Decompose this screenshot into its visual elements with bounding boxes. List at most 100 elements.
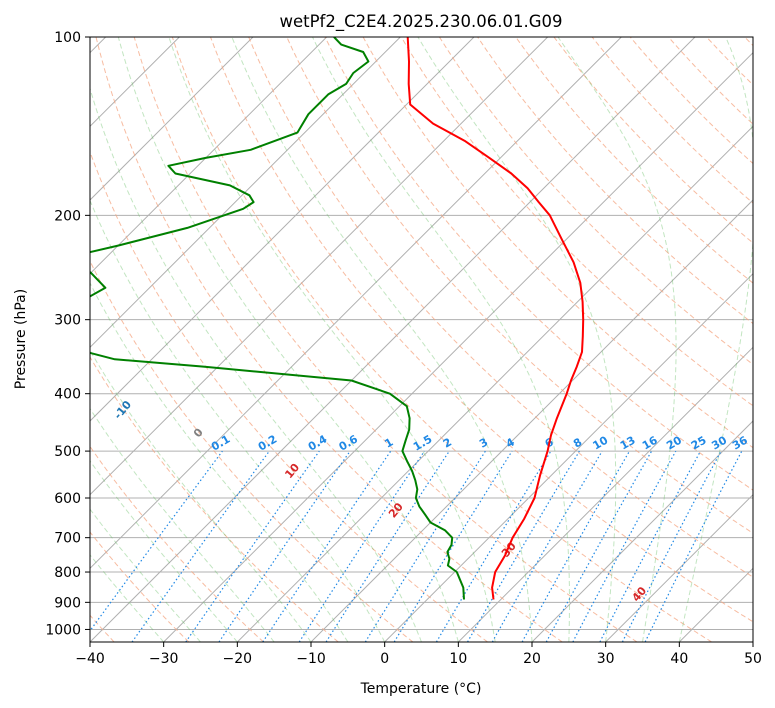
background-lines bbox=[90, 37, 753, 642]
dry-adiabat bbox=[438, 37, 753, 366]
moist-adiabat bbox=[417, 37, 617, 642]
moist-adiabat bbox=[231, 37, 533, 642]
mixing-ratio-line bbox=[466, 450, 580, 642]
y-tick-label: 900 bbox=[54, 595, 81, 611]
dry-adiabat bbox=[90, 356, 339, 642]
dry-adiabat bbox=[95, 37, 563, 642]
dry-adiabat bbox=[90, 259, 414, 642]
mixing-ratio-line bbox=[131, 450, 270, 642]
isotherm-gridline bbox=[678, 567, 753, 642]
chart-title: wetPf2_C2E4.2025.230.06.01.G09 bbox=[279, 12, 562, 32]
x-tick-label: 10 bbox=[449, 651, 467, 667]
mixing-ratio-label: 10 bbox=[591, 433, 611, 452]
x-tick-label: 50 bbox=[744, 651, 762, 667]
profile-line bbox=[406, 37, 585, 600]
moist-adiabat bbox=[90, 86, 422, 642]
dry-adiabat bbox=[362, 37, 753, 449]
dry-adiabat-label: 20 bbox=[386, 500, 406, 520]
dry-adiabat bbox=[171, 37, 712, 642]
mixing-ratio-line bbox=[218, 450, 351, 642]
moist-adiabat bbox=[90, 460, 238, 642]
y-tick-label: 600 bbox=[54, 491, 81, 507]
mixing-ratio-line bbox=[435, 450, 552, 642]
moist-adiabat bbox=[90, 349, 312, 642]
mixing-ratio-line bbox=[621, 450, 722, 642]
dry-adiabat bbox=[400, 37, 753, 407]
dry-adiabat-label: 30 bbox=[499, 539, 519, 559]
dry-adiabat bbox=[553, 37, 753, 244]
dry-adiabat bbox=[90, 150, 488, 642]
dry-adiabat bbox=[668, 37, 753, 125]
isotherm-gridline bbox=[163, 51, 753, 642]
mixing-ratio-label: 16 bbox=[640, 433, 660, 452]
mixing-ratio-label: 30 bbox=[709, 433, 729, 452]
mixing-ratio-line bbox=[393, 450, 513, 642]
x-tick-label: 0 bbox=[380, 651, 389, 667]
profile-line bbox=[90, 37, 465, 600]
x-tick-label: 30 bbox=[597, 651, 615, 667]
mixing-ratio-label: 1 bbox=[382, 436, 395, 451]
dry-adiabat-label: -10 bbox=[111, 398, 134, 422]
x-tick-label: −10 bbox=[296, 651, 326, 667]
dry-adiabat bbox=[248, 37, 753, 578]
y-tick-label: 800 bbox=[54, 565, 81, 581]
mixing-ratio-line bbox=[325, 450, 450, 642]
mixing-ratio-line bbox=[185, 450, 320, 642]
isotherm-gridline bbox=[90, 37, 254, 201]
isotherm-gridline bbox=[90, 37, 622, 570]
y-tick-label: 100 bbox=[54, 30, 81, 46]
mixing-ratio-line bbox=[90, 450, 223, 632]
isotherm-gridline bbox=[90, 37, 475, 422]
isotherm-gridline bbox=[236, 125, 753, 642]
isotherm-gridline bbox=[90, 37, 328, 275]
moist-adiabat bbox=[90, 508, 201, 642]
mixing-ratio-line bbox=[644, 450, 743, 642]
isotherm-gridline bbox=[531, 420, 753, 642]
x-tick-label: −30 bbox=[149, 651, 179, 667]
plot-frame bbox=[89, 36, 754, 643]
mixing-ratio-label: 0.2 bbox=[256, 433, 279, 454]
mixing-ratio-line bbox=[298, 450, 425, 642]
dry-adiabat bbox=[324, 37, 753, 491]
x-axis-title: Temperature (°C) bbox=[360, 681, 482, 697]
isotherm-gridline bbox=[90, 37, 696, 642]
axes: −40 −30 −20 −10 0 10 20 30 40 50 100 200 300 400 500 60… bbox=[45, 30, 762, 667]
y-tick-label: 300 bbox=[54, 313, 81, 329]
dry-adiabat bbox=[477, 37, 753, 325]
moist-adiabat bbox=[90, 199, 386, 642]
y-tick-label: 200 bbox=[54, 208, 81, 224]
mixing-ratio-label: 20 bbox=[664, 433, 684, 452]
mixing-ratio-label: 0.4 bbox=[306, 432, 330, 453]
dry-adiabat bbox=[133, 37, 638, 642]
moist-adiabat bbox=[90, 281, 349, 642]
x-tick-label: 20 bbox=[523, 651, 541, 667]
x-tick-label: −20 bbox=[223, 651, 253, 667]
dry-adiabat bbox=[515, 37, 753, 284]
moist-adiabat bbox=[90, 407, 275, 642]
isotherm-gridline bbox=[90, 37, 549, 496]
moist-adiabat bbox=[678, 37, 753, 642]
mixing-ratio-label: 36 bbox=[730, 433, 750, 452]
moist-adiabat bbox=[168, 37, 496, 642]
mixing-ratio-label: 13 bbox=[618, 434, 638, 453]
mixing-ratio-line bbox=[262, 450, 392, 642]
mixing-ratio-label: 25 bbox=[689, 434, 709, 453]
isotherm-gridline bbox=[752, 641, 753, 642]
mixing-ratio-label: 0.1 bbox=[209, 433, 232, 454]
x-tick-label: 40 bbox=[670, 651, 688, 667]
moist-adiabat bbox=[117, 37, 459, 642]
y-tick-label: 500 bbox=[54, 444, 81, 460]
y-tick-label: 1000 bbox=[45, 622, 81, 638]
mixing-ratio-line bbox=[572, 450, 677, 642]
y-tick-label: 700 bbox=[54, 531, 81, 547]
mixing-ratio-label: 1.5 bbox=[411, 433, 434, 454]
mixing-ratio-line bbox=[599, 450, 702, 642]
mixing-ratio-label: 3 bbox=[477, 436, 490, 451]
dry-adiabat bbox=[90, 531, 190, 642]
isotherm-gridline bbox=[605, 493, 753, 642]
dry-adiabat bbox=[591, 37, 753, 204]
x-tick-label: −40 bbox=[75, 651, 105, 667]
profile-series bbox=[90, 37, 585, 600]
isotherm-gridline bbox=[90, 37, 401, 349]
